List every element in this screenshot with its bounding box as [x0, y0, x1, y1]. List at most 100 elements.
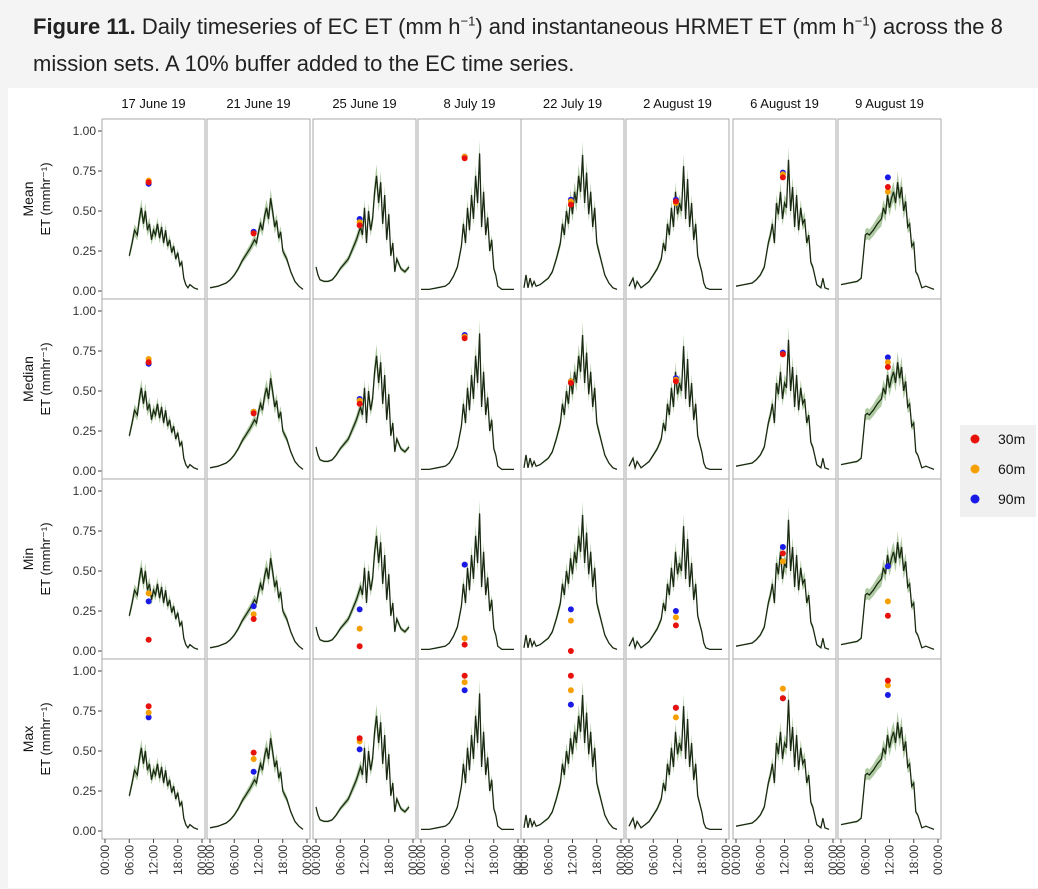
- hrmet-point-30m: [461, 672, 468, 679]
- x-tick-label: 18:00: [487, 845, 501, 875]
- hrmet-point-30m: [356, 643, 363, 650]
- x-tick-label: 06:00: [753, 845, 767, 875]
- x-tick-label: 00:00: [414, 845, 428, 875]
- hrmet-point-30m: [145, 636, 152, 643]
- hrmet-point-60m: [250, 611, 257, 618]
- hrmet-point-60m: [250, 756, 257, 762]
- x-tick-label: 00:00: [826, 845, 840, 875]
- hrmet-point-30m: [779, 550, 786, 557]
- hrmet-point-30m: [672, 198, 679, 205]
- legend-key-30m: [970, 434, 980, 444]
- hrmet-point-30m: [461, 641, 468, 648]
- legend-key-90m: [970, 494, 980, 504]
- x-tick-label: 00:00: [406, 845, 420, 875]
- x-tick-label: 18:00: [802, 845, 816, 875]
- ec-buffer-band: [210, 188, 303, 290]
- ec-series-line: [315, 175, 410, 283]
- hrmet-point-30m: [884, 184, 891, 190]
- x-tick-label: 06:00: [333, 845, 347, 875]
- x-tick-label: 00:00: [517, 845, 531, 875]
- ec-buffer-band: [210, 368, 303, 470]
- y-tick-label: 0.00: [73, 644, 97, 658]
- hrmet-point-90m: [567, 701, 574, 708]
- caption-text-pre: Daily timeseries of EC ET (mm h: [135, 14, 461, 39]
- hrmet-point-90m: [779, 544, 786, 550]
- x-tick-label: 12:00: [671, 845, 685, 875]
- hrmet-point-90m: [672, 608, 679, 614]
- facet-row-label: Min: [20, 548, 36, 571]
- caption-sup-2: −1: [854, 13, 870, 29]
- hrmet-point-30m: [672, 378, 679, 385]
- x-tick-label: 06:00: [122, 845, 136, 875]
- caption-text-mid: ) and instantaneous HRMET ET (mm h: [475, 14, 855, 39]
- figure-caption: Figure 11. Daily timeseries of EC ET (mm…: [33, 8, 1023, 82]
- facet-panel: [417, 478, 522, 660]
- y-axis-label: ET (mmhr⁻¹): [38, 522, 53, 595]
- x-tick-label: 12:00: [358, 845, 372, 875]
- y-tick-label: 0.00: [73, 284, 97, 298]
- hrmet-point-60m: [672, 614, 679, 621]
- x-tick-label: 12:00: [463, 845, 477, 875]
- x-tick-label: 00:00: [931, 845, 945, 875]
- hrmet-point-60m: [145, 709, 152, 716]
- hrmet-point-30m: [567, 201, 574, 208]
- facet-column-title: 25 June 19: [332, 96, 396, 111]
- facet-panel: [101, 658, 206, 840]
- y-tick-label: 1.00: [73, 304, 97, 318]
- hrmet-point-30m: [145, 359, 152, 366]
- hrmet-point-30m: [884, 612, 891, 619]
- ec-series-line: [209, 198, 304, 290]
- caption-sup-1: −1: [460, 13, 476, 29]
- facet-panel: [417, 298, 522, 480]
- facet-column-title: 9 August 19: [855, 96, 924, 111]
- hrmet-point-90m: [356, 606, 363, 613]
- x-tick-label: 12:00: [778, 845, 792, 875]
- ec-buffer-band: [210, 728, 303, 830]
- facet-column-title: 22 July 19: [543, 96, 602, 111]
- hrmet-point-30m: [461, 155, 468, 162]
- ec-series-line: [628, 706, 722, 831]
- caption-text-post: ) across the 8 mission sets. A 10% buffe…: [33, 14, 1003, 76]
- hrmet-point-30m: [567, 380, 574, 386]
- y-tick-label: 1.00: [73, 484, 97, 498]
- ec-series-line: [128, 207, 199, 291]
- ec-series-line: [209, 378, 304, 470]
- ec-series-line: [840, 722, 935, 831]
- ec-buffer-band: [210, 548, 303, 650]
- ec-series-line: [315, 355, 410, 463]
- facet-row-label-group: Median ET (mmhr⁻¹): [20, 342, 53, 415]
- ec-series-line: [735, 339, 830, 471]
- hrmet-point-90m: [250, 768, 257, 775]
- hrmet-point-30m: [779, 351, 786, 358]
- hrmet-point-30m: [672, 622, 679, 629]
- y-tick-label: 0.75: [73, 344, 97, 358]
- hrmet-point-90m: [461, 687, 468, 694]
- y-tick-label: 1.00: [73, 124, 97, 138]
- y-tick-label: 0.50: [73, 744, 97, 758]
- legend-key-60m: [970, 464, 980, 474]
- ec-series-line: [735, 159, 830, 291]
- x-tick-label: 00:00: [511, 845, 525, 875]
- facet-column-title: 8 July 19: [443, 96, 495, 111]
- facet-panel: [101, 118, 206, 300]
- facet-column-title: 6 August 19: [750, 96, 819, 111]
- ec-series-line: [209, 738, 304, 830]
- y-axis-label: ET (mmhr⁻¹): [38, 342, 53, 415]
- x-tick-label: 18:00: [590, 845, 604, 875]
- ec-series-line: [315, 535, 410, 643]
- hrmet-point-90m: [145, 598, 152, 605]
- x-tick-label: 18:00: [276, 845, 290, 875]
- hrmet-point-90m: [250, 603, 257, 610]
- facet-panel: [206, 658, 311, 840]
- ec-series-line: [421, 513, 514, 651]
- hrmet-point-30m: [672, 704, 679, 711]
- hrmet-point-60m: [145, 590, 152, 597]
- x-tick-label: 18:00: [907, 845, 921, 875]
- facet-panel: [417, 118, 522, 300]
- y-tick-label: 0.50: [73, 564, 97, 578]
- facet-row-label-group: Max ET (mmhr⁻¹): [20, 702, 53, 775]
- y-tick-label: 0.25: [73, 784, 97, 798]
- hrmet-point-90m: [884, 354, 891, 361]
- hrmet-point-30m: [250, 616, 257, 622]
